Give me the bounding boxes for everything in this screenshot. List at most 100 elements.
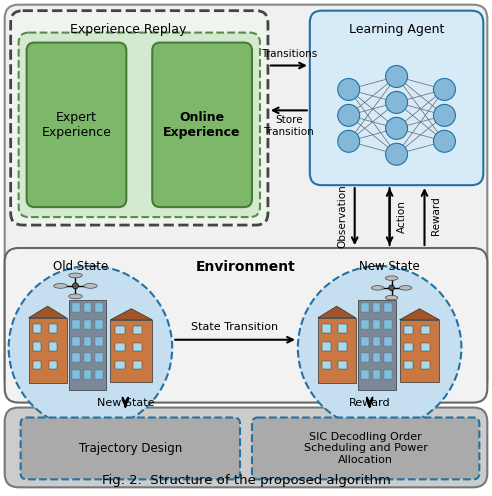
Text: Reward: Reward: [431, 197, 441, 236]
Bar: [84, 320, 91, 329]
Text: Store
Transition: Store Transition: [264, 116, 314, 137]
Bar: [373, 353, 380, 362]
Bar: [384, 320, 392, 329]
Text: Transitions: Transitions: [261, 49, 317, 59]
FancyBboxPatch shape: [152, 43, 252, 207]
Bar: [322, 324, 331, 333]
Circle shape: [338, 78, 360, 100]
Bar: [362, 370, 369, 379]
Bar: [373, 337, 380, 346]
Circle shape: [338, 104, 360, 126]
Bar: [400, 320, 439, 381]
Bar: [358, 300, 396, 389]
Circle shape: [386, 65, 407, 87]
Bar: [133, 343, 142, 351]
Polygon shape: [110, 309, 152, 320]
Bar: [84, 370, 91, 379]
Text: Old State: Old State: [53, 260, 108, 273]
Circle shape: [338, 130, 360, 152]
Text: Observation: Observation: [338, 184, 348, 248]
FancyBboxPatch shape: [252, 418, 479, 479]
Bar: [49, 342, 58, 351]
Bar: [72, 353, 80, 362]
Bar: [373, 370, 380, 379]
Bar: [72, 370, 80, 379]
Bar: [421, 343, 430, 351]
Bar: [373, 304, 380, 312]
Polygon shape: [400, 309, 439, 320]
FancyBboxPatch shape: [310, 11, 483, 185]
Bar: [338, 324, 346, 333]
Circle shape: [433, 104, 456, 126]
FancyBboxPatch shape: [21, 418, 240, 479]
Bar: [95, 304, 103, 312]
Circle shape: [386, 91, 407, 114]
Bar: [116, 343, 124, 351]
Bar: [33, 361, 41, 369]
Bar: [33, 324, 41, 333]
Bar: [338, 342, 346, 351]
Bar: [95, 320, 103, 329]
Bar: [95, 370, 103, 379]
Circle shape: [433, 78, 456, 100]
Bar: [49, 324, 58, 333]
Circle shape: [386, 118, 407, 139]
FancyBboxPatch shape: [27, 43, 126, 207]
Ellipse shape: [54, 284, 67, 288]
Bar: [116, 326, 124, 334]
Bar: [384, 353, 392, 362]
Bar: [384, 370, 392, 379]
Ellipse shape: [371, 286, 384, 290]
Text: New State: New State: [359, 260, 420, 273]
Text: Expert
Experience: Expert Experience: [41, 111, 111, 139]
Ellipse shape: [84, 284, 97, 288]
Text: Learning Agent: Learning Agent: [349, 23, 444, 36]
Bar: [362, 337, 369, 346]
Bar: [362, 353, 369, 362]
Bar: [72, 320, 80, 329]
Text: Experience Replay: Experience Replay: [70, 23, 186, 36]
Circle shape: [386, 143, 407, 165]
Bar: [421, 326, 430, 334]
Bar: [404, 343, 413, 351]
Bar: [49, 361, 58, 369]
Bar: [404, 326, 413, 334]
Bar: [322, 361, 331, 369]
Bar: [133, 361, 142, 369]
Bar: [68, 300, 106, 389]
Circle shape: [298, 266, 461, 430]
FancyBboxPatch shape: [5, 248, 487, 403]
Bar: [84, 337, 91, 346]
Ellipse shape: [69, 294, 82, 299]
FancyBboxPatch shape: [19, 33, 260, 217]
Text: Reward: Reward: [349, 398, 391, 408]
Polygon shape: [29, 306, 66, 318]
Ellipse shape: [385, 276, 398, 280]
Bar: [95, 353, 103, 362]
Text: Environment: Environment: [196, 260, 296, 274]
Bar: [338, 361, 346, 369]
Bar: [95, 337, 103, 346]
Bar: [84, 353, 91, 362]
Bar: [404, 361, 413, 369]
Bar: [384, 337, 392, 346]
Text: SIC Decodling Order
Scheduling and Power
Allocation: SIC Decodling Order Scheduling and Power…: [304, 432, 428, 465]
Bar: [133, 326, 142, 334]
Text: Action: Action: [397, 200, 406, 233]
Text: Fig. 2.  Structure of the proposed algorithm: Fig. 2. Structure of the proposed algori…: [101, 474, 391, 488]
Circle shape: [9, 266, 172, 430]
Bar: [72, 337, 80, 346]
Bar: [29, 318, 66, 382]
FancyBboxPatch shape: [5, 4, 487, 394]
Circle shape: [389, 285, 395, 291]
Text: Online
Experience: Online Experience: [163, 111, 241, 139]
Bar: [384, 304, 392, 312]
Bar: [72, 304, 80, 312]
Bar: [362, 320, 369, 329]
Ellipse shape: [385, 296, 398, 300]
Bar: [116, 361, 124, 369]
Ellipse shape: [400, 286, 412, 290]
Polygon shape: [318, 306, 356, 318]
Bar: [84, 304, 91, 312]
Bar: [318, 318, 356, 382]
